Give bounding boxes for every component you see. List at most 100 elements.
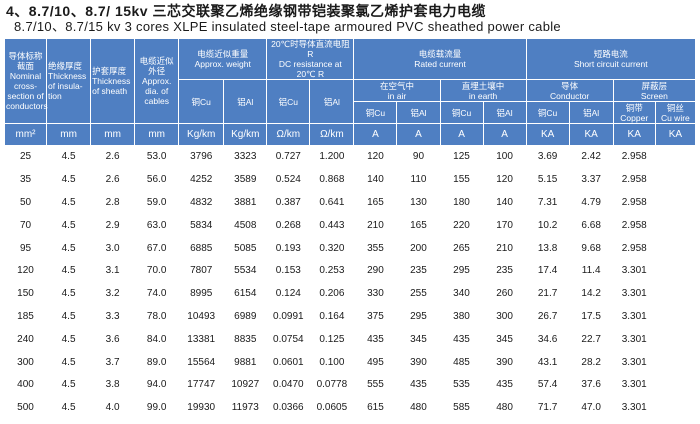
table-cell: 0.164 [309,304,354,329]
table-cell: 480 [483,395,527,420]
unit-cell: Ω/km [266,123,311,146]
unit-cell: mm [134,123,180,146]
table-cell: 4.5 [46,236,91,260]
table-cell: 0.206 [309,281,354,306]
table-cell: 78.0 [134,304,179,329]
table-cell: 4252 [178,167,224,192]
header-sheath: 护套厚度 Thickness of sheath [90,38,136,124]
table-cell: 4.5 [46,327,91,352]
table-cell [655,213,696,238]
table-cell: 71.7 [526,395,570,420]
table-cell: 3.6 [90,327,135,352]
cable-spec-table: 导体标称截面 Nominal cross-section of conductor… [3,38,697,420]
table-cell: 2.9 [90,213,135,238]
unit-cell: Kg/km [223,123,268,146]
table-row: 150 4.5 3.2 74.0 8995 6154 0.124 0.206 330 255 340… [4,281,696,306]
table-cell: 4.5 [46,145,91,169]
table-cell: 3.301 [613,395,656,420]
unit-cell: A [396,123,441,146]
table-cell: 43.1 [526,350,570,374]
unit-cell: Kg/km [178,123,225,146]
unit-cell: A [353,123,398,146]
table-cell: 165 [396,213,440,238]
table-cell: 0.641 [309,190,354,215]
table-cell: 11973 [223,395,267,420]
table-cell: 0.0754 [266,327,310,352]
table-cell [655,236,696,260]
table-cell: 3.301 [613,327,656,352]
table-cell: 90 [396,145,440,169]
table-cell: 0.124 [266,281,310,306]
table-cell: 26.7 [526,304,570,329]
header-sc-cu: 铜Cu [525,101,570,124]
header-screen: 屏蔽层 Screen [612,79,697,102]
table-cell: 615 [353,395,397,420]
table-cell: 4.5 [46,395,91,420]
table-cell: 0.868 [309,167,354,192]
table-cell: 99.0 [134,395,179,420]
table-cell: 3.1 [90,258,135,283]
table-cell: 25 [4,145,47,169]
table-cell: 11.4 [569,258,614,283]
table-cell: 7807 [178,258,224,283]
table-cell: 375 [353,304,397,329]
table-cell: 150 [4,281,47,306]
table-cell: 3.301 [613,304,656,329]
table-cell: 380 [440,304,484,329]
table-cell: 435 [483,372,527,397]
table-cell: 295 [396,304,440,329]
header-weight-cu: 铜Cu [178,79,225,124]
table-cell: 260 [483,281,527,306]
table-cell: 0.253 [309,258,354,283]
table-cell: 70 [4,213,47,238]
table-cell [655,258,696,283]
table-cell: 2.42 [569,145,614,169]
table-cell: 70.0 [134,258,179,283]
table-cell: 0.125 [309,327,354,352]
table-cell: 4508 [223,213,267,238]
table-cell: 9881 [223,350,267,374]
table-cell: 19930 [178,395,224,420]
table-cell: 3.69 [526,145,570,169]
table-cell: 17.4 [526,258,570,283]
table-cell: 4.5 [46,372,91,397]
table-cell: 165 [353,190,397,215]
table-cell: 74.0 [134,281,179,306]
table-cell: 57.4 [526,372,570,397]
table-cell: 390 [396,350,440,374]
header-weight: 电缆近似重量 Approx. weight [178,38,268,80]
table-cell: 10927 [223,372,267,397]
table-cell: 3.37 [569,167,614,192]
table-cell: 3881 [223,190,267,215]
table-cell: 5.15 [526,167,570,192]
table-cell: 170 [483,213,527,238]
table-cell [655,304,696,329]
table-cell: 155 [440,167,484,192]
table-row: 70 4.5 2.9 63.0 5834 4508 0.268 0.443 210 165 220 1… [4,213,696,238]
table-cell: 220 [440,213,484,238]
table-cell: 2.6 [90,145,135,169]
table-cell: 485 [440,350,484,374]
table-row: 50 4.5 2.8 59.0 4832 3881 0.387 0.641 165 130 180 1… [4,190,696,215]
unit-cell: KA [568,123,614,146]
table-cell: 400 [4,372,47,397]
table-cell: 0.0470 [266,372,310,397]
table-cell: 5834 [178,213,224,238]
unit-cell: mm² [3,123,48,146]
table-cell: 235 [483,258,527,283]
table-cell: 2.958 [613,190,656,215]
table-cell: 240 [4,327,47,352]
table-cell: 295 [440,258,484,283]
table-cell: 3.8 [90,372,135,397]
table-cell: 3.3 [90,304,135,329]
table-cell: 120 [353,145,397,169]
table-cell: 4.0 [90,395,135,420]
table-cell: 59.0 [134,190,179,215]
unit-cell: A [482,123,527,146]
table-cell: 4.5 [46,281,91,306]
table-cell: 47.0 [569,395,614,420]
table-cell: 300 [4,350,47,374]
table-cell: 355 [353,236,397,260]
table-cell: 120 [483,167,527,192]
page-title: 4、8.7/10、8.7/ 15kv 三芯交联聚乙烯绝缘钢带铠装聚氯乙烯护套电力… [6,3,486,19]
